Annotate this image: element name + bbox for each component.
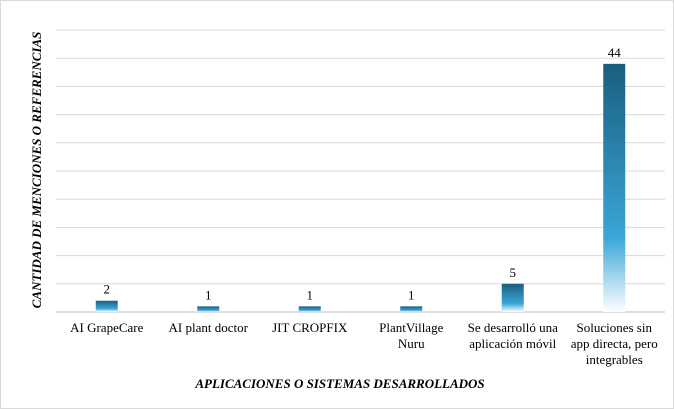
bar <box>501 283 524 312</box>
bar <box>95 300 118 312</box>
data-label: 5 <box>510 265 517 280</box>
bar <box>603 63 626 313</box>
bar <box>298 306 321 312</box>
x-tick-label-line: JIT CROPFIX <box>272 320 348 335</box>
x-tick-label-line: AI plant doctor <box>169 320 249 335</box>
bars <box>95 63 626 313</box>
x-tick-label-line: integrables <box>586 352 643 367</box>
x-tick-label-line: Nuru <box>398 336 425 351</box>
data-label: 44 <box>608 45 622 60</box>
data-label: 1 <box>307 287 314 302</box>
x-tick-label-line: app directa, pero <box>571 336 658 351</box>
x-tick-label-line: aplicación móvil <box>469 336 556 351</box>
x-tick-label: JIT CROPFIX <box>272 320 348 335</box>
data-label: 1 <box>205 287 212 302</box>
x-tick-label-line: Soluciones sin <box>577 320 653 335</box>
x-tick-label: AI GrapeCare <box>70 320 143 335</box>
data-label: 2 <box>104 282 111 297</box>
x-tick-label-line: PlantVillage <box>379 320 443 335</box>
x-tick-label: AI plant doctor <box>169 320 249 335</box>
x-tick-labels: AI GrapeCare AI plant doctor JIT CROPFIX Pl… <box>70 320 658 367</box>
y-axis-title: CANTIDAD DE MENCIONES O REFERENCIAS <box>29 32 44 309</box>
x-tick-label: Se desarrolló una aplicación móvil <box>468 320 558 351</box>
x-tick-label: PlantVillage Nuru <box>379 320 443 351</box>
x-tick-label-line: AI GrapeCare <box>70 320 143 335</box>
data-label: 1 <box>408 287 415 302</box>
x-axis-title: APLICACIONES O SISTEMAS DESARROLLADOS <box>194 376 484 391</box>
bar <box>197 306 220 312</box>
gridlines <box>56 29 665 313</box>
x-tick-label: Soluciones sin app directa, pero integrabl… <box>571 320 658 367</box>
bar <box>400 306 423 312</box>
data-labels: 2 1 1 1 5 44 <box>104 45 622 303</box>
x-tick-label-line: Se desarrolló una <box>468 320 558 335</box>
